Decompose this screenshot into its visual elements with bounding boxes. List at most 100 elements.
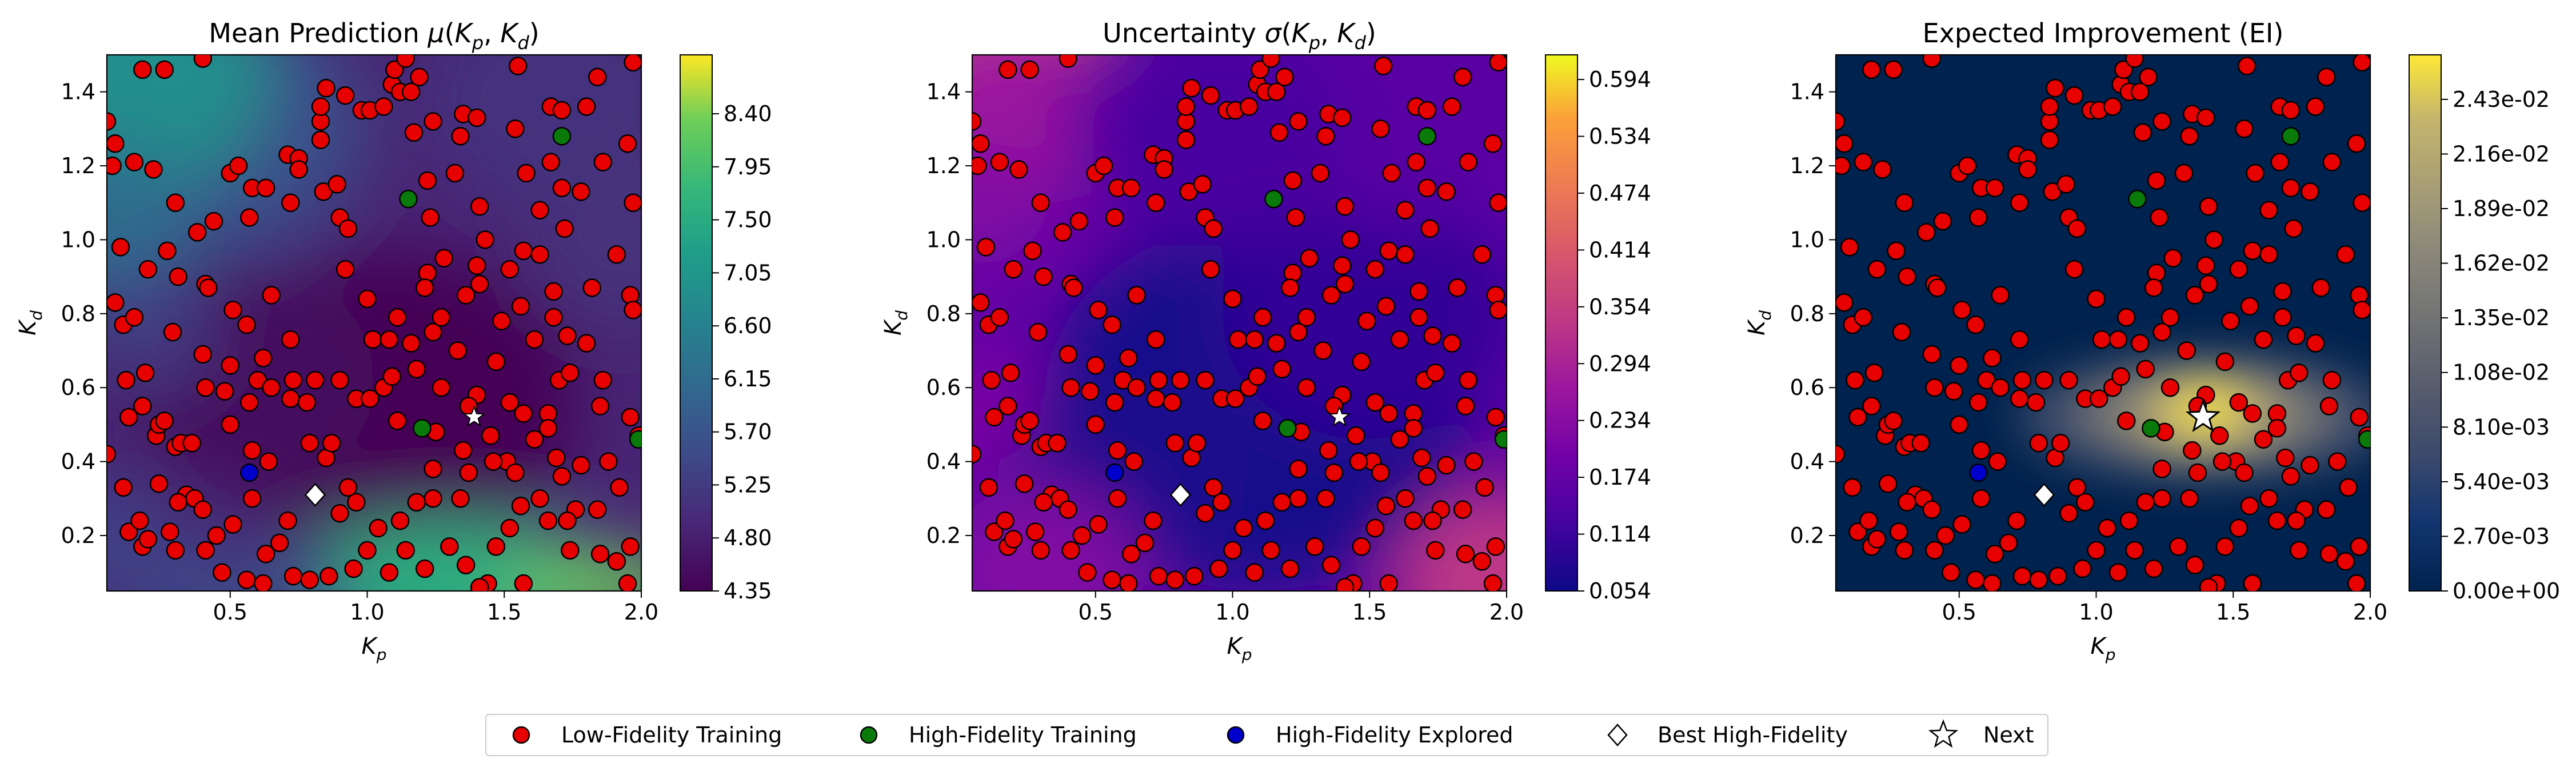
low-fidelity-point <box>256 545 275 564</box>
low-fidelity-point <box>2317 500 2336 519</box>
low-fidelity-point <box>401 334 421 353</box>
low-fidelity-point <box>1119 574 1138 591</box>
low-fidelity-point <box>500 393 520 412</box>
low-fidelity-point <box>2180 489 2199 508</box>
low-fidelity-point <box>972 156 987 175</box>
low-fidelity-point <box>1275 67 1294 87</box>
low-fidelity-point <box>1245 330 1264 349</box>
low-fidelity-point <box>347 493 366 512</box>
low-fidelity-point <box>1925 378 1944 397</box>
low-fidelity-point <box>500 259 520 279</box>
low-fidelity-point <box>1486 537 1505 556</box>
low-fidelity-point <box>2152 489 2171 508</box>
low-fidelity-point <box>1911 433 1930 453</box>
low-fidelity-point <box>1365 393 1385 412</box>
low-fidelity-point <box>1404 419 1423 438</box>
low-fidelity-point <box>2185 556 2204 574</box>
low-fidelity-point <box>2319 397 2339 416</box>
x-tick-label: 1.5 <box>487 600 521 625</box>
low-fidelity-point <box>2018 160 2037 179</box>
low-fidelity-point <box>1884 60 1903 79</box>
low-fidelity-point <box>133 397 152 416</box>
colorbar-tick-label: 0.354 <box>1589 294 1651 319</box>
y-tick-label: 1.4 <box>61 79 95 105</box>
low-fidelity-point <box>155 412 174 430</box>
low-fidelity-point <box>1991 378 2010 397</box>
low-fidelity-point <box>2029 433 2048 453</box>
low-fidelity-point <box>278 511 297 530</box>
low-fidelity-point <box>107 134 125 153</box>
low-fidelity-point <box>2353 55 2370 72</box>
low-fidelity-point <box>281 193 300 213</box>
low-fidelity-point <box>1371 119 1390 138</box>
low-fidelity-point <box>187 223 207 242</box>
low-fidelity-point <box>1936 526 1955 545</box>
colorbar-tick-label: 0.234 <box>1589 408 1651 433</box>
x-tick-label: 2.0 <box>624 600 658 625</box>
y-tick-label: 1.2 <box>61 153 95 178</box>
low-fidelity-point <box>2281 467 2301 486</box>
low-fidelity-point <box>1147 330 1165 349</box>
low-fidelity-point <box>2322 153 2342 171</box>
low-fidelity-point <box>240 393 259 412</box>
colorbar-tick-label: 1.35e-02 <box>2453 305 2550 330</box>
low-fidelity-point <box>1898 267 1916 286</box>
low-fidelity-point <box>1991 286 2010 305</box>
colorbar-tick-label: 1.62e-02 <box>2453 251 2550 276</box>
low-fidelity-point <box>424 489 442 508</box>
low-fidelity-point <box>144 160 163 179</box>
low-fidelity-point <box>1928 278 1947 297</box>
low-fidelity-point <box>448 341 467 360</box>
low-fidelity-point <box>1135 533 1155 553</box>
low-fidelity-point <box>561 541 580 560</box>
low-fidelity-point <box>382 367 401 386</box>
legend-box <box>485 714 2048 756</box>
low-fidelity-point <box>1971 489 1991 508</box>
low-fidelity-point <box>338 219 358 238</box>
scatter-points <box>1836 55 2370 591</box>
low-fidelity-point <box>1349 452 1368 471</box>
low-fidelity-point <box>1453 67 1472 87</box>
colorbar-tick-label: 7.95 <box>724 154 772 179</box>
low-fidelity-point <box>1059 55 1078 68</box>
low-fidelity-point <box>1459 153 1478 171</box>
low-fidelity-point <box>1357 311 1376 331</box>
low-fidelity-point <box>1280 559 1300 578</box>
colorbar-tick-label: 0.474 <box>1589 181 1651 206</box>
low-fidelity-point <box>2328 452 2347 471</box>
low-fidelity-point <box>2180 127 2199 146</box>
colorbar-tick-label: 4.80 <box>724 525 772 550</box>
low-fidelity-point <box>1448 278 1467 297</box>
low-fidelity-point <box>1149 566 1168 586</box>
low-fidelity-point <box>1925 541 1944 560</box>
low-fidelity-point <box>2183 441 2202 460</box>
low-fidelity-point <box>476 230 494 249</box>
low-fidelity-point <box>1289 489 1308 508</box>
low-fidelity-point <box>1289 112 1308 131</box>
low-fidelity-point <box>1396 201 1415 219</box>
low-fidelity-point <box>1034 267 1053 286</box>
low-fidelity-point <box>1297 378 1316 397</box>
legend-marker <box>512 726 530 744</box>
low-fidelity-point <box>1958 156 1977 175</box>
low-fidelity-point <box>624 193 641 213</box>
colorbar-tick-label: 6.15 <box>724 366 772 392</box>
low-fidelity-point <box>2287 511 2306 530</box>
legend-entry: Best High-Fidelity <box>1607 722 1848 748</box>
low-fidelity-point <box>1086 415 1105 434</box>
low-fidelity-point <box>1423 511 1442 530</box>
low-fidelity-point <box>1379 404 1399 423</box>
low-fidelity-point <box>1324 463 1344 482</box>
x-tick-label: 0.5 <box>1942 600 1976 625</box>
low-fidelity-point <box>1269 123 1289 142</box>
low-fidelity-point <box>538 511 558 530</box>
low-fidelity-point <box>2092 330 2111 349</box>
colorbar <box>1545 54 1578 592</box>
low-fidelity-point <box>1453 500 1472 519</box>
low-fidelity-point <box>2229 393 2248 412</box>
low-fidelity-point <box>204 211 223 231</box>
low-fidelity-point <box>1836 134 1854 153</box>
y-tick-label: 1.0 <box>926 227 961 252</box>
low-fidelity-point <box>1867 530 1887 549</box>
low-fidelity-point <box>468 256 486 275</box>
